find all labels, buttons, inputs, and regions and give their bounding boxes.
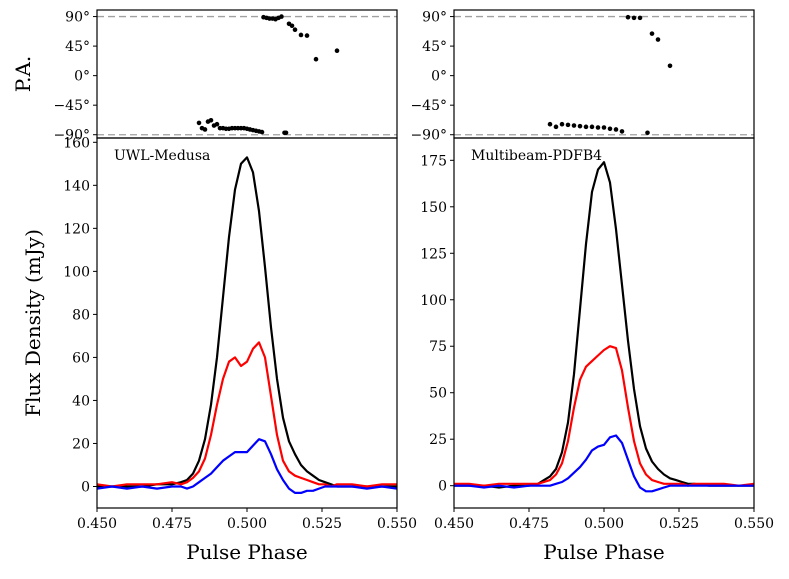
- x-tick-label: 0.475: [509, 516, 549, 532]
- panel-top-left: 90° 45° 0° −45° −90° P.A.: [11, 9, 398, 144]
- pa-point: [577, 123, 583, 129]
- series-line-blue: [96, 438, 398, 494]
- y-tick-label: 0: [81, 479, 90, 495]
- pa-point: [313, 56, 319, 62]
- axes-frame: [453, 137, 755, 509]
- y-tick-label: 20: [72, 436, 90, 452]
- pa-point: [289, 23, 295, 29]
- panel-bottom-right: 0 25 50 75 100 125 150 175 0.450 0.475 0.500 0.525 0…: [420, 137, 774, 564]
- series-line-red: [454, 345, 755, 487]
- series-line-black: [454, 161, 754, 489]
- y-tick-label: 125: [420, 246, 447, 262]
- y-tick-label: 100: [63, 264, 90, 280]
- y-tick-label: 140: [63, 178, 90, 194]
- pa-point: [619, 129, 625, 134]
- pa-point: [196, 120, 202, 126]
- y-tick-label: 150: [420, 200, 447, 216]
- pa-point: [637, 15, 643, 21]
- pa-point: [571, 123, 577, 128]
- y-tick-label: 160: [63, 135, 90, 151]
- pa-point: [649, 31, 655, 36]
- pa-point: [601, 125, 607, 130]
- y-tick-label: 90°: [422, 10, 447, 26]
- pa-point: [259, 129, 265, 135]
- pa-point: [559, 121, 565, 127]
- pa-point: [283, 130, 289, 136]
- y-axis-label: P.A.: [11, 56, 35, 93]
- panel-bottom-left: 0 20 40 60 80 100 120 140 160 0.450 0.475 0.500 0.52…: [21, 135, 417, 564]
- pa-point: [589, 124, 595, 130]
- x-axis-label: Pulse Phase: [543, 540, 665, 564]
- y-tick-label: −45°: [53, 98, 90, 114]
- y-tick-label: 100: [420, 293, 447, 309]
- x-tick-label: 0.525: [302, 516, 342, 532]
- y-tick-label: −45°: [410, 98, 447, 114]
- y-tick-label: 45°: [422, 39, 447, 55]
- pa-point: [208, 117, 214, 123]
- pa-point: [613, 127, 619, 132]
- pa-point: [553, 124, 559, 130]
- pa-point: [304, 33, 310, 38]
- y-tick-label: −90°: [53, 128, 90, 144]
- pa-point: [583, 124, 589, 130]
- y-tick-label: 90°: [65, 10, 90, 26]
- x-axis-label: Pulse Phase: [186, 540, 308, 564]
- pa-point: [625, 14, 631, 20]
- y-tick-label: 0: [438, 479, 447, 495]
- x-tick-label: 0.550: [377, 516, 417, 532]
- pa-point: [547, 121, 553, 127]
- axes-frame: [96, 9, 398, 139]
- pa-point: [645, 130, 650, 136]
- panel-top-right: 90° 45° 0° −45° −90°: [410, 9, 755, 144]
- pa-point: [595, 125, 601, 130]
- y-tick-label: 40: [72, 393, 90, 409]
- pa-point: [655, 37, 661, 42]
- y-tick-label: 120: [63, 221, 90, 237]
- y-tick-label: 0°: [74, 69, 90, 85]
- pa-point: [334, 48, 340, 53]
- y-tick-label: 75: [429, 339, 447, 355]
- axes-frame: [453, 9, 755, 139]
- panel-annotation: UWL-Medusa: [114, 148, 210, 164]
- pa-point: [607, 126, 613, 132]
- y-tick-label: 45°: [65, 39, 90, 55]
- x-tick-label: 0.550: [734, 516, 774, 532]
- panel-annotation: Multibeam-PDFB4: [471, 148, 602, 164]
- y-tick-label: 0°: [431, 69, 447, 85]
- pa-point: [292, 27, 298, 32]
- y-tick-label: −90°: [410, 128, 447, 144]
- pa-point: [667, 63, 673, 69]
- series-line-red: [96, 341, 397, 488]
- series-line-black: [97, 156, 397, 488]
- x-tick-label: 0.525: [659, 516, 699, 532]
- pa-point: [631, 15, 637, 21]
- series-line-blue: [454, 434, 754, 493]
- pa-point: [279, 14, 284, 19]
- pa-point: [214, 121, 220, 127]
- y-tick-label: 60: [72, 350, 90, 366]
- y-tick-label: 175: [420, 153, 447, 169]
- y-tick-label: 25: [429, 432, 447, 448]
- pa-point: [565, 122, 571, 128]
- y-axis-label: Flux Density (mJy): [21, 229, 45, 417]
- x-tick-label: 0.450: [434, 516, 474, 532]
- pa-point: [202, 127, 208, 132]
- pa-point: [298, 32, 304, 38]
- x-tick-label: 0.475: [152, 516, 192, 532]
- x-tick-label: 0.450: [77, 516, 117, 532]
- y-tick-label: 50: [429, 386, 447, 402]
- x-tick-label: 0.500: [584, 516, 624, 532]
- y-tick-label: 80: [72, 307, 90, 323]
- x-tick-label: 0.500: [227, 516, 267, 532]
